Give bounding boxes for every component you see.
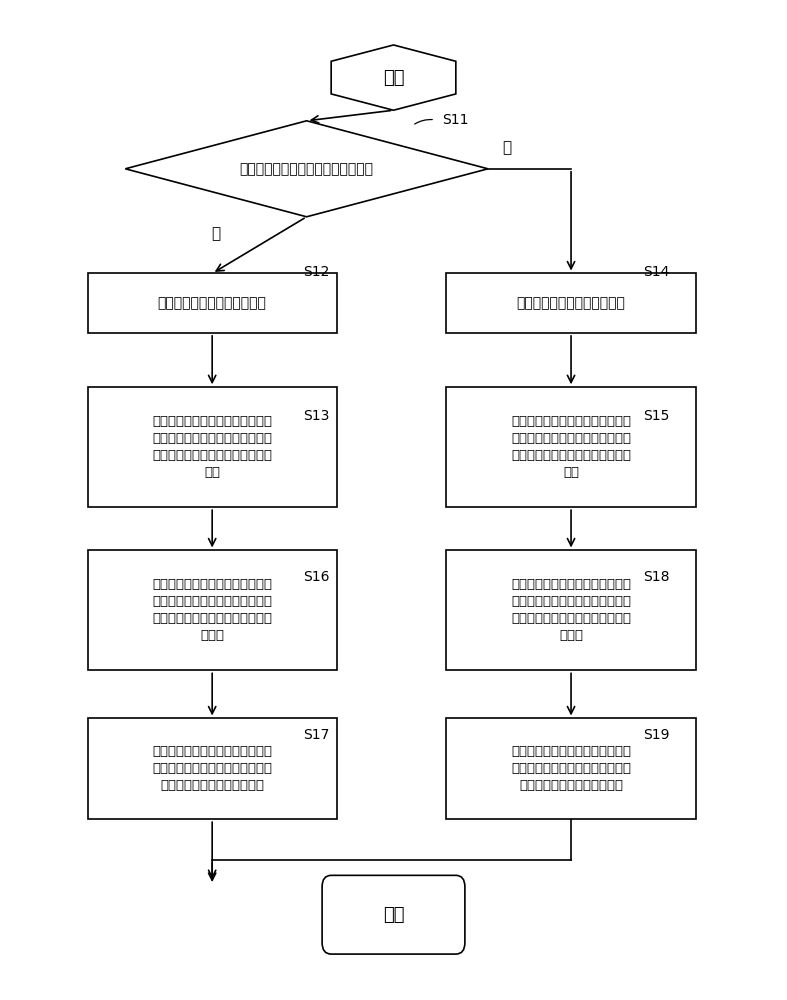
FancyArrowPatch shape xyxy=(297,275,327,289)
FancyArrowPatch shape xyxy=(298,569,327,578)
Text: 待加热食材的量为第一食材量: 待加热食材的量为第一食材量 xyxy=(157,296,267,310)
FancyBboxPatch shape xyxy=(446,718,696,819)
Text: 当待加热食材的温度维持在第二预
设温度区间的时间达到第二预设时
间后，控制加热部件停止加热: 当待加热食材的温度维持在第二预 设温度区间的时间达到第二预设时 间后，控制加热部… xyxy=(511,745,631,792)
FancyBboxPatch shape xyxy=(87,718,337,819)
FancyBboxPatch shape xyxy=(446,273,696,333)
Polygon shape xyxy=(331,45,456,110)
Text: S11: S11 xyxy=(442,113,469,127)
Text: S14: S14 xyxy=(643,265,669,279)
Text: S17: S17 xyxy=(303,728,329,742)
FancyBboxPatch shape xyxy=(446,387,696,507)
FancyArrowPatch shape xyxy=(638,406,686,418)
Text: 否: 否 xyxy=(502,140,512,155)
FancyBboxPatch shape xyxy=(87,273,337,333)
Text: 控制加热部件按照第四预设加热占
空比对待加热食材进行加热，使待
加热食材的温度维持在第二预设温
度区间: 控制加热部件按照第四预设加热占 空比对待加热食材进行加热，使待 加热食材的温度维… xyxy=(511,578,631,642)
Text: 加热后的待加热食材满足预设条件？: 加热后的待加热食材满足预设条件？ xyxy=(239,162,374,176)
Text: S19: S19 xyxy=(643,728,669,742)
FancyBboxPatch shape xyxy=(87,387,337,507)
FancyArrowPatch shape xyxy=(638,569,686,579)
Text: 是: 是 xyxy=(212,227,220,242)
Text: 开始: 开始 xyxy=(382,69,405,87)
FancyArrowPatch shape xyxy=(637,734,685,740)
FancyArrowPatch shape xyxy=(298,734,327,738)
FancyArrowPatch shape xyxy=(637,274,685,290)
Text: S16: S16 xyxy=(303,570,329,584)
FancyBboxPatch shape xyxy=(322,875,465,954)
Text: S15: S15 xyxy=(643,409,669,423)
Text: S18: S18 xyxy=(643,570,669,584)
Text: 控制加热部件按照与第二食材量对
应的第二预设加热占空比对待加热
食材进行加热，并加热至第二目标
温度: 控制加热部件按照与第二食材量对 应的第二预设加热占空比对待加热 食材进行加热，并… xyxy=(511,415,631,479)
Text: 控制加热部件按照与第一食材量对
应的第一预设加热占空比对待加热
食材进行加热，并加热至第一目标
温度: 控制加热部件按照与第一食材量对 应的第一预设加热占空比对待加热 食材进行加热，并… xyxy=(152,415,272,479)
FancyArrowPatch shape xyxy=(298,406,327,416)
Text: 控制加热部件按照第三预设加热占
空比对待加热食材进行加热，使待
加热食材的温度维持在第一预设温
度区间: 控制加热部件按照第三预设加热占 空比对待加热食材进行加热，使待 加热食材的温度维… xyxy=(152,578,272,642)
FancyBboxPatch shape xyxy=(446,550,696,670)
Polygon shape xyxy=(125,121,488,217)
Text: S13: S13 xyxy=(303,409,329,423)
Text: 结束: 结束 xyxy=(382,906,405,924)
Text: 当待加热食材的温度维持在第一预
设温度区间的时间达到第一预设时
间后，控制加热部件停止加热: 当待加热食材的温度维持在第一预 设温度区间的时间达到第一预设时 间后，控制加热部… xyxy=(152,745,272,792)
FancyArrowPatch shape xyxy=(415,120,432,124)
FancyBboxPatch shape xyxy=(87,550,337,670)
Text: 待加热食材的量为第二食材量: 待加热食材的量为第二食材量 xyxy=(516,296,626,310)
Text: S12: S12 xyxy=(303,265,329,279)
